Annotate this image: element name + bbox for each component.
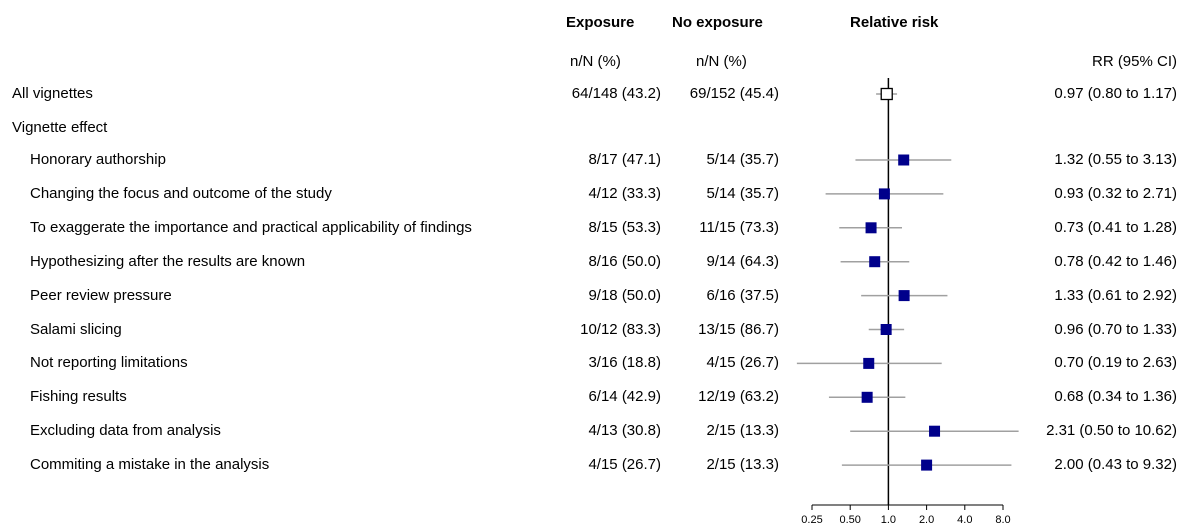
point-marker — [880, 324, 892, 335]
header-relative-risk: Relative risk — [850, 14, 939, 31]
row-rr-text: 2.31 (0.50 to 10.62) — [1046, 422, 1177, 440]
row-exposure: 4/12 (33.3) — [588, 184, 661, 202]
point-marker — [898, 154, 910, 166]
row-no-exposure: 11/15 (73.3) — [699, 218, 779, 236]
row-exposure: 8/17 (47.1) — [588, 151, 661, 168]
x-tick-label: 1.0 — [881, 514, 896, 523]
overall-rr-text: 0.97 (0.80 to 1.17) — [1054, 85, 1177, 102]
row-label: Honorary authorship — [30, 151, 166, 168]
section-label: Vignette effect — [12, 119, 108, 136]
header-exposure: Exposure — [566, 14, 635, 31]
row-rr-text: 0.73 (0.41 to 1.28) — [1054, 218, 1177, 236]
row-no-exposure: 2/15 (13.3) — [706, 456, 779, 474]
row-label: Excluding data from analysis — [30, 422, 221, 440]
row-rr-text: 0.93 (0.32 to 2.71) — [1054, 184, 1177, 202]
row-exposure: 8/16 (50.0) — [588, 252, 661, 270]
row-no-exposure: 6/16 (37.5) — [706, 286, 779, 304]
point-marker — [878, 188, 890, 200]
row-exposure: 3/16 (18.8) — [588, 354, 661, 372]
overall-no-exposure: 69/152 (45.4) — [689, 85, 779, 102]
x-tick-label: 2.0 — [919, 514, 934, 523]
row-no-exposure: 12/19 (63.2) — [698, 388, 779, 406]
point-marker — [921, 459, 933, 471]
row-no-exposure: 5/14 (35.7) — [706, 151, 779, 168]
row-label: Hypothesizing after the results are know… — [30, 252, 306, 270]
row-rr-text: 0.70 (0.19 to 2.63) — [1054, 354, 1177, 372]
row-rr-text: 0.68 (0.34 to 1.36) — [1054, 388, 1177, 406]
row-label: Fishing results — [30, 388, 127, 406]
x-tick-label: 8.0 — [995, 514, 1010, 523]
row-label: Peer review pressure — [30, 286, 172, 304]
row-label: Not reporting limitations — [30, 354, 188, 372]
x-tick-label: 4.0 — [957, 514, 972, 523]
row-no-exposure: 5/14 (35.7) — [706, 184, 779, 202]
row-no-exposure: 4/15 (26.7) — [706, 354, 779, 372]
subheader-exposure: n/N (%) — [570, 53, 621, 70]
overall-exposure: 64/148 (43.2) — [571, 85, 661, 102]
row-label: Commiting a mistake in the analysis — [30, 456, 270, 474]
subheader-no-exposure: n/N (%) — [696, 53, 747, 70]
point-marker — [898, 290, 910, 302]
row-exposure: 6/14 (42.9) — [588, 388, 661, 406]
x-tick-label: 0.25 — [801, 514, 822, 523]
point-marker — [863, 357, 875, 369]
row-exposure: 10/12 (83.3) — [580, 320, 661, 338]
row-label: Changing the focus and outcome of the st… — [30, 184, 332, 202]
row-label: To exaggerate the importance and practic… — [30, 218, 472, 236]
overall-label: All vignettes — [12, 85, 93, 102]
x-tick-label: 0.50 — [839, 514, 860, 523]
row-rr-text: 1.32 (0.55 to 3.13) — [1054, 151, 1177, 168]
row-label: Salami slicing — [30, 320, 122, 338]
row-exposure: 8/15 (53.3) — [588, 218, 661, 236]
row-rr-text: 1.33 (0.61 to 2.92) — [1054, 286, 1177, 304]
row-exposure: 4/13 (30.8) — [588, 422, 661, 440]
row-rr-text: 2.00 (0.43 to 9.32) — [1054, 456, 1177, 474]
header-no-exposure: No exposure — [672, 14, 763, 31]
point-marker — [929, 425, 941, 437]
point-marker — [869, 256, 881, 268]
row-exposure: 4/15 (26.7) — [588, 456, 661, 474]
subheader-rr: RR (95% CI) — [1091, 53, 1177, 70]
row-rr-text: 0.96 (0.70 to 1.33) — [1054, 320, 1177, 338]
row-no-exposure: 13/15 (86.7) — [698, 320, 779, 338]
overall-marker — [880, 87, 893, 101]
row-no-exposure: 9/14 (64.3) — [706, 252, 779, 270]
row-no-exposure: 2/15 (13.3) — [706, 422, 779, 440]
point-marker — [861, 391, 873, 403]
row-exposure: 9/18 (50.0) — [588, 286, 661, 304]
row-rr-text: 0.78 (0.42 to 1.46) — [1054, 252, 1177, 270]
point-marker — [865, 222, 877, 234]
